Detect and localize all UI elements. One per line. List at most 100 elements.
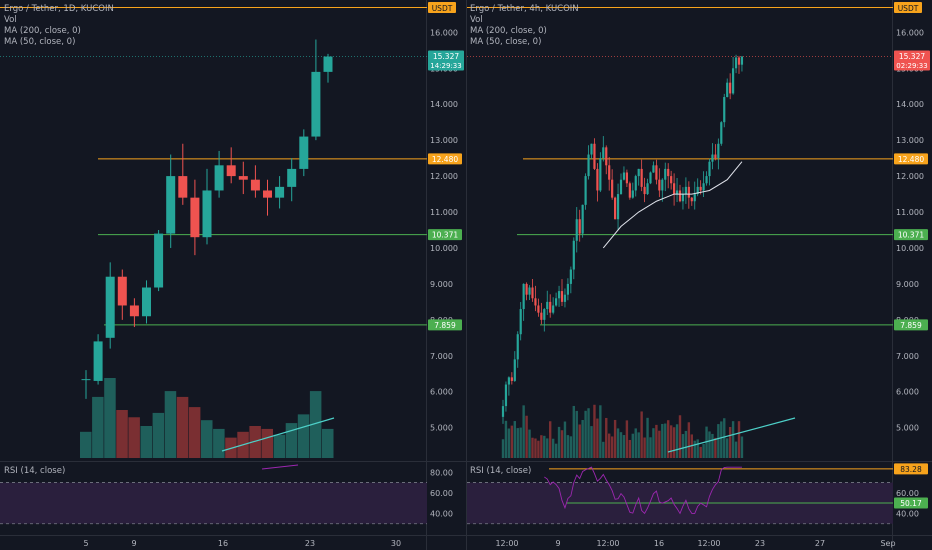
right-volume-trendline	[667, 417, 796, 453]
volume-bar	[637, 432, 640, 458]
volume-bar	[569, 436, 573, 458]
left-price-badge: 15.327	[433, 52, 459, 61]
right-level-badge-bg	[894, 319, 928, 331]
candle	[178, 176, 188, 198]
candle	[611, 179, 614, 198]
right-vol-label[interactable]: Vol	[470, 15, 483, 25]
volume-bar	[309, 391, 322, 458]
candle	[732, 68, 735, 94]
candle	[616, 194, 620, 220]
volume-bar	[584, 410, 587, 458]
candle	[587, 154, 590, 177]
volume-bar	[613, 419, 617, 458]
right-symbol-title[interactable]: Ergo / Tether, 4h, KUCOIN	[470, 4, 579, 14]
right-x-tick: 9	[555, 539, 560, 548]
candle	[560, 291, 564, 302]
volume-bar	[510, 425, 514, 458]
volume-bar	[554, 443, 558, 458]
candle	[81, 379, 91, 381]
candle	[681, 194, 685, 202]
left-rsi-tick: 40.00	[430, 509, 453, 518]
volume-bar	[560, 430, 564, 458]
right-currency-badge: USDT	[898, 4, 919, 13]
volume-bar	[566, 435, 570, 458]
left-level-badge-bg	[428, 153, 462, 165]
left-y-tick: 10.000	[430, 244, 458, 253]
volume-bar	[728, 427, 732, 458]
candle	[250, 179, 260, 191]
volume-bar	[578, 424, 581, 458]
left-x-tick: 30	[391, 539, 401, 548]
candle	[537, 305, 540, 313]
volume-bar	[140, 426, 152, 458]
candle	[619, 179, 623, 195]
right-level-badge: 10.371	[898, 231, 924, 240]
candle	[687, 186, 690, 198]
volume-bar	[664, 423, 667, 458]
candle	[557, 291, 561, 299]
candle	[702, 183, 705, 191]
left-symbol-title[interactable]: Ergo / Tether, 1D, KUCOIN	[4, 4, 114, 14]
candle	[214, 165, 224, 191]
candle	[593, 143, 596, 169]
right-level-badge-bg	[894, 153, 928, 165]
candle	[563, 294, 567, 302]
volume-bar	[675, 424, 679, 458]
left-y-tick: 11.000	[430, 208, 458, 217]
candle	[129, 305, 139, 317]
candle	[622, 172, 626, 180]
volume-bar	[643, 437, 646, 458]
volume-bar	[599, 405, 602, 458]
candle	[299, 136, 309, 169]
volume-bar	[273, 434, 286, 458]
left-y-tick: 6.000	[430, 388, 453, 397]
right-y-tick: 16.000	[896, 28, 924, 37]
candle	[117, 276, 127, 306]
volume-bar	[516, 428, 519, 458]
candle	[202, 190, 212, 238]
left-vol-label[interactable]: Vol	[4, 15, 17, 25]
left-rsi-label[interactable]: RSI (14, close)	[4, 466, 66, 476]
rsi-lower-badge: 50.17	[900, 499, 922, 508]
left-y-tick: 12.000	[430, 172, 458, 181]
left-ma200-label[interactable]: MA (200, close, 0)	[4, 26, 81, 36]
candle	[673, 183, 676, 195]
right-y-tick: 13.000	[896, 136, 924, 145]
left-rsi-tick: 60.00	[430, 489, 453, 498]
volume-bar	[575, 410, 578, 458]
right-y-tick: 11.000	[896, 208, 924, 217]
candle	[684, 186, 687, 195]
volume-bar	[622, 435, 626, 458]
right-ma200-label[interactable]: MA (200, close, 0)	[470, 26, 547, 36]
volume-bar	[608, 433, 611, 458]
right-ma50-label[interactable]: MA (50, close, 0)	[470, 37, 542, 47]
candle	[655, 165, 658, 180]
candle	[599, 158, 602, 191]
right-rsi-tick: 60.00	[896, 489, 919, 498]
right-x-tick: 16	[654, 539, 664, 548]
right-level-badge-bg	[894, 229, 928, 241]
volume-bar	[546, 438, 549, 458]
volume-bar	[176, 396, 189, 458]
candle	[238, 176, 248, 180]
candle	[528, 287, 531, 295]
candle	[501, 406, 505, 417]
volume-bar	[720, 421, 723, 458]
candle	[720, 122, 723, 144]
candle	[590, 143, 593, 155]
left-price-countdown: 14:29:33	[430, 62, 461, 70]
right-rsi-label[interactable]: RSI (14, close)	[470, 466, 532, 476]
left-y-tick: 14.000	[430, 100, 458, 109]
right-price-badge-bg	[894, 50, 930, 71]
volume-bar	[80, 431, 92, 458]
candle	[693, 194, 696, 202]
right-level-badge: 7.859	[900, 321, 922, 330]
candle	[555, 298, 558, 306]
candle	[507, 377, 510, 385]
volume-bar	[164, 391, 177, 458]
left-x-tick: 16	[218, 539, 228, 548]
volume-bar	[188, 407, 201, 458]
left-ma50-label[interactable]: MA (50, close, 0)	[4, 37, 76, 47]
